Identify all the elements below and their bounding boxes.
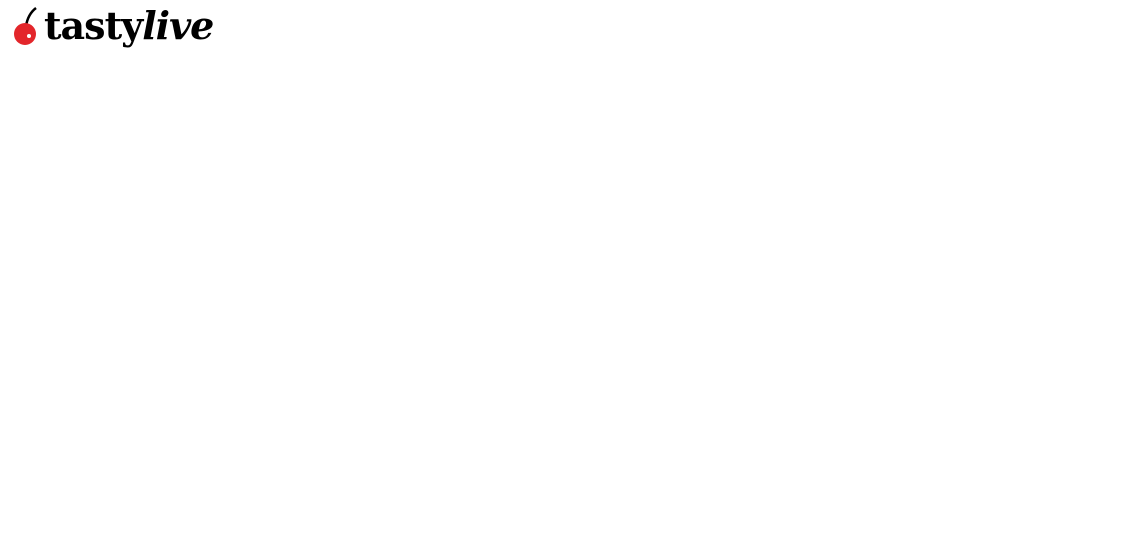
y-tick-label: 2.0%	[1075, 69, 1123, 91]
y-tick-label: -1.0%	[1075, 252, 1130, 274]
x-tick-label: Mon 06:00 AM	[54, 515, 151, 531]
y-tick-label: -2.0%	[1075, 313, 1130, 335]
x-tick-label: Wed 06:00 AM	[499, 515, 597, 531]
series-line-es	[55, 44, 1020, 202]
x-tick-label: Thu 06:00 AM	[723, 515, 818, 531]
x-tick-label: Tue 06:00 PM	[390, 515, 481, 531]
series-line-gc	[54, 20, 1021, 202]
legend-label: /GC	[85, 374, 119, 396]
legend-label: /ES	[85, 342, 115, 364]
series-line-zn	[55, 160, 1021, 221]
y-tick-label: 1.0%	[1075, 130, 1123, 152]
x-tick-label: Fri 06:00 AM	[952, 515, 1036, 531]
legend-label: /ZN	[85, 437, 119, 459]
cherry-icon	[14, 7, 37, 45]
x-tick-label: Mon 06:00 PM	[166, 515, 262, 531]
x-tick-label: Wed 06:00 PM	[611, 515, 708, 531]
x-tick-label: Tue 06:00 AM	[278, 515, 370, 531]
y-tick-label: -4.0%	[1075, 435, 1130, 457]
tastylive-logo: tastylive	[8, 3, 214, 48]
y-tick-label: -3.0%	[1075, 374, 1130, 396]
logo-wordmark: tastylive	[44, 3, 214, 48]
x-tick-label: Thu 06:00 PM	[835, 515, 929, 531]
series-line-6e	[55, 96, 1021, 209]
y-tick-label: 0.0%	[1075, 191, 1123, 213]
legend-label: /6E	[85, 405, 116, 427]
y-tick-label: 3.0%	[1075, 8, 1123, 30]
y-tick-label: -5.0%	[1075, 496, 1130, 518]
legend-label: /CL	[85, 468, 116, 490]
series-line-cl	[54, 157, 1020, 477]
